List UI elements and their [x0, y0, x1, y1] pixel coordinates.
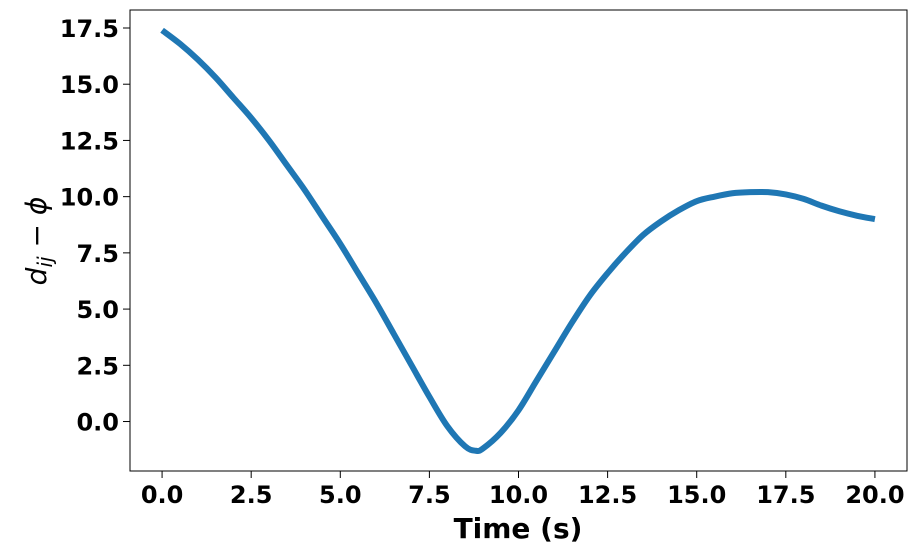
x-axis: 0.0 2.5 5.0 7.5 10.0 12.5 15.0 17.5 20.0	[141, 471, 905, 509]
y-axis: 0.0 2.5 5.0 7.5 10.0 12.5 15.0 17.5	[60, 15, 130, 437]
y-tick-label: 0.0	[76, 409, 119, 437]
y-tick-label: 5.0	[76, 296, 119, 324]
y-axis-title-sub: ij	[33, 256, 57, 268]
x-tick-label: 20.0	[845, 481, 904, 509]
y-axis-title-rest: − ϕ	[20, 197, 53, 257]
x-tick-label: 2.5	[230, 481, 273, 509]
y-tick-label: 15.0	[60, 71, 119, 99]
y-tick-label: 17.5	[60, 15, 119, 43]
x-tick-label: 15.0	[667, 481, 726, 509]
x-tick-label: 10.0	[489, 481, 548, 509]
y-tick-label: 10.0	[60, 184, 119, 212]
x-axis-title: Time (s)	[454, 512, 583, 545]
x-tick-label: 5.0	[319, 481, 362, 509]
x-tick-label: 17.5	[756, 481, 815, 509]
y-axis-title-main: d	[20, 267, 53, 285]
y-tick-label: 7.5	[76, 240, 119, 268]
axes-frame	[129, 9, 908, 472]
plot-area	[160, 27, 876, 455]
x-tick-label: 12.5	[578, 481, 637, 509]
y-axis-title: dij − ϕ	[20, 197, 57, 286]
series-line-0	[160, 27, 876, 455]
y-tick-label: 2.5	[76, 352, 119, 380]
x-tick-label: 7.5	[408, 481, 451, 509]
y-tick-label: 12.5	[60, 127, 119, 155]
x-tick-label: 0.0	[141, 481, 184, 509]
